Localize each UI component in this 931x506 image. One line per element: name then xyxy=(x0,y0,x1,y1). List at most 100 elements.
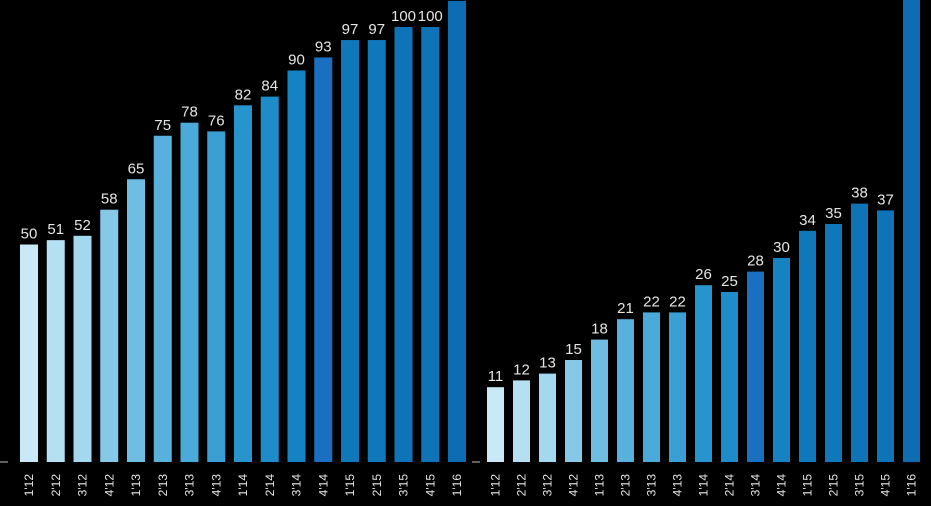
right-bar-chart: 11 1'12 12 2'12 13 3'12 15 4'12 18 1'13 21 2'13 22 3'… xyxy=(472,0,920,496)
bar xyxy=(341,40,359,463)
bar xyxy=(617,319,634,462)
data-label: 13 xyxy=(539,355,556,372)
data-label: 26 xyxy=(695,266,712,283)
x-tick-label: 3'13 xyxy=(645,474,659,497)
data-label: 34 xyxy=(799,212,816,229)
x-tick-label: 2'14 xyxy=(723,474,737,497)
x-tick-label: 3'15 xyxy=(397,474,411,497)
x-tick-label: 2'13 xyxy=(619,474,633,497)
x-tick-label: 4'13 xyxy=(671,474,685,497)
x-tick-label: 1'13 xyxy=(129,474,143,497)
x-tick-label: 1'14 xyxy=(697,474,711,497)
data-label: 100 xyxy=(418,8,443,25)
x-tick-label: 1'16 xyxy=(905,474,919,497)
x-tick-label: 3'12 xyxy=(76,474,90,497)
x-tick-label: 4'13 xyxy=(209,474,223,497)
data-label: 38 xyxy=(851,185,868,202)
bar xyxy=(314,57,333,462)
bar xyxy=(100,209,119,462)
bar xyxy=(799,230,816,462)
data-label: 22 xyxy=(669,293,686,310)
x-tick-label: 3'13 xyxy=(183,474,197,497)
data-label: 90 xyxy=(288,52,305,69)
data-label: 25 xyxy=(721,273,738,290)
x-tick-label: 3'14 xyxy=(290,474,304,497)
data-label: 21 xyxy=(617,300,634,317)
x-tick-label: 4'15 xyxy=(423,474,437,497)
x-tick-label: 4'14 xyxy=(775,474,789,497)
bar xyxy=(73,235,92,462)
bar xyxy=(877,210,894,462)
bar xyxy=(234,105,252,463)
data-label: 58 xyxy=(101,191,118,208)
data-label: 78 xyxy=(181,104,198,121)
x-tick-label: 1'15 xyxy=(801,474,815,497)
x-tick-label: 4'12 xyxy=(102,474,116,497)
data-label: 65 xyxy=(128,160,145,177)
data-label: 97 xyxy=(368,21,385,38)
bar xyxy=(669,312,686,462)
x-tick-label: 4'14 xyxy=(316,474,330,497)
bar xyxy=(487,387,504,462)
bar xyxy=(825,224,842,462)
bar xyxy=(747,271,764,462)
data-label: 76 xyxy=(208,112,225,129)
data-label: 97 xyxy=(342,21,359,38)
x-tick-label: 3'14 xyxy=(749,474,763,497)
data-label: 28 xyxy=(747,253,764,270)
bar xyxy=(46,240,65,462)
x-tick-label: 1'13 xyxy=(593,474,607,497)
x-tick-label: 4'15 xyxy=(879,474,893,497)
bar xyxy=(367,40,386,463)
bar xyxy=(721,292,738,462)
data-label: 93 xyxy=(315,38,332,55)
bar xyxy=(513,380,530,462)
x-tick-label: 3'12 xyxy=(541,474,555,497)
x-tick-label: 2'12 xyxy=(49,474,63,497)
bar xyxy=(448,0,466,463)
bar xyxy=(695,285,712,462)
x-tick-label: 4'12 xyxy=(567,474,581,497)
bar xyxy=(773,258,790,462)
data-label: 75 xyxy=(154,117,171,134)
x-tick-label: 1'14 xyxy=(236,474,250,497)
bar xyxy=(591,339,608,462)
bar xyxy=(539,373,556,462)
bar xyxy=(287,70,306,462)
x-tick-label: 3'15 xyxy=(853,474,867,497)
left-bar-chart: 50 1'12 51 2'12 52 3'12 58 4'12 65 1'13 75 2'13 78 3'… xyxy=(0,0,466,497)
bar xyxy=(180,122,199,462)
x-tick-label: 1'16 xyxy=(450,474,464,497)
data-label: 84 xyxy=(261,78,278,95)
data-label: 22 xyxy=(643,293,660,310)
x-tick-label: 2'12 xyxy=(515,474,529,497)
data-label: 12 xyxy=(513,361,530,378)
bar xyxy=(260,96,279,462)
data-label: 52 xyxy=(74,217,91,234)
data-label: 11 xyxy=(488,368,504,385)
data-label: 82 xyxy=(235,86,252,103)
bar xyxy=(643,312,660,462)
bar xyxy=(903,0,920,462)
bar xyxy=(851,203,868,462)
data-label: 30 xyxy=(773,239,790,256)
x-tick-label: 1'12 xyxy=(22,474,36,497)
bar xyxy=(421,27,440,462)
bar xyxy=(20,244,38,462)
x-tick-label: 2'14 xyxy=(263,474,277,497)
x-tick-label: 2'13 xyxy=(156,474,170,497)
bar xyxy=(153,135,172,462)
data-label: 15 xyxy=(565,341,582,358)
data-label: 51 xyxy=(47,221,64,238)
data-label: 50 xyxy=(21,226,38,243)
x-tick-label: 1'12 xyxy=(489,474,503,497)
bar xyxy=(207,131,226,462)
x-tick-label: 1'15 xyxy=(343,474,357,497)
x-tick-label: 2'15 xyxy=(370,474,384,497)
data-label: 35 xyxy=(825,205,842,222)
bar xyxy=(394,27,413,462)
data-label: 37 xyxy=(877,191,894,208)
bar xyxy=(127,179,145,462)
bar xyxy=(565,360,582,462)
